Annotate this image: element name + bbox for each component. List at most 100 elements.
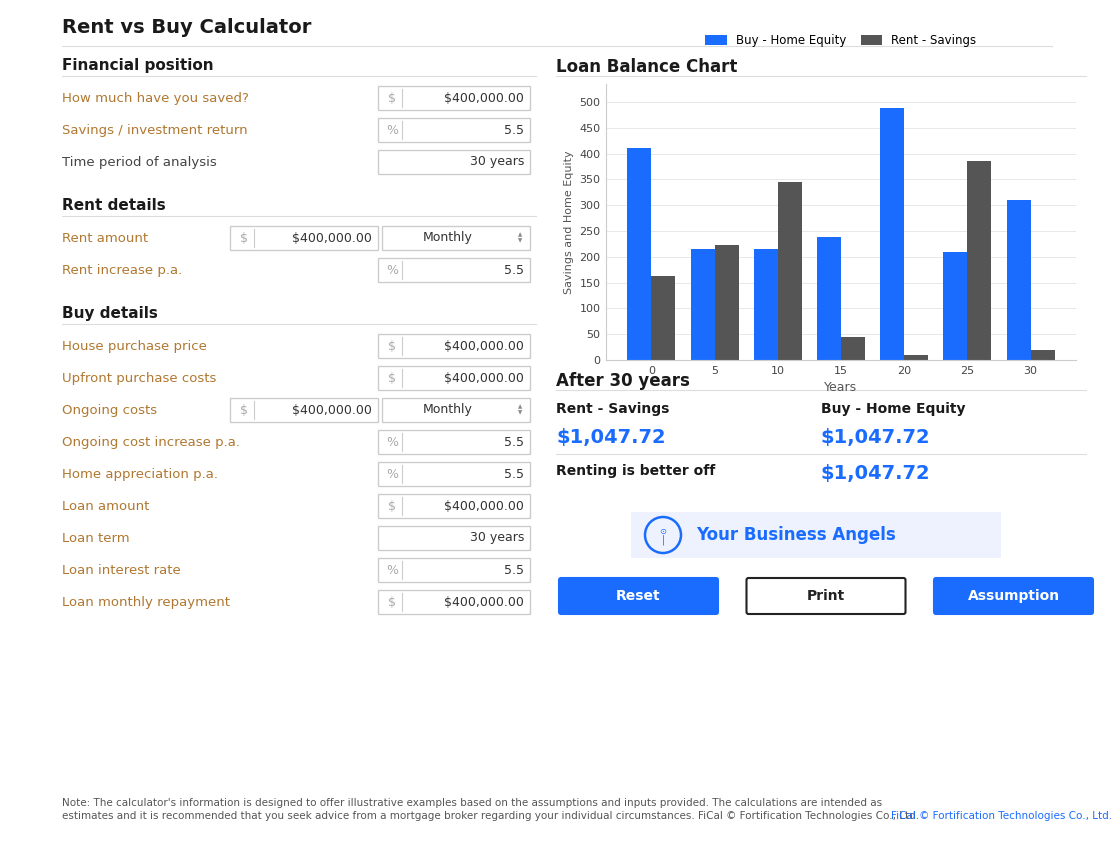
Bar	[651, 276, 676, 360]
Text: $400,000.00: $400,000.00	[292, 232, 372, 245]
Text: Rent amount: Rent amount	[62, 232, 148, 245]
Bar	[378, 462, 530, 486]
Bar	[715, 245, 739, 360]
Bar	[378, 494, 530, 518]
Text: Reset: Reset	[617, 589, 661, 603]
Bar	[1006, 200, 1031, 360]
Text: Upfront purchase costs: Upfront purchase costs	[62, 372, 216, 385]
Text: $400,000.00: $400,000.00	[444, 595, 524, 608]
Text: After 30 years: After 30 years	[556, 372, 690, 390]
Text: 5.5: 5.5	[504, 468, 524, 480]
Text: $: $	[240, 232, 248, 245]
Bar	[628, 148, 651, 360]
Text: ▼: ▼	[518, 410, 522, 415]
Text: Rent vs Buy Calculator: Rent vs Buy Calculator	[62, 18, 312, 37]
Text: Loan monthly repayment: Loan monthly repayment	[62, 596, 230, 609]
Text: Rent increase p.a.: Rent increase p.a.	[62, 264, 183, 277]
Text: Rent details: Rent details	[62, 198, 166, 213]
Text: 5.5: 5.5	[504, 564, 524, 577]
Text: Your Business Angels: Your Business Angels	[696, 526, 896, 544]
Text: $: $	[388, 499, 396, 512]
X-axis label: Years: Years	[825, 381, 857, 394]
Text: 30 years: 30 years	[470, 155, 524, 168]
Text: estimates and it is recommended that you seek advice from a mortgage broker rega: estimates and it is recommended that you…	[62, 811, 919, 821]
Text: 5.5: 5.5	[504, 263, 524, 276]
Bar	[944, 251, 967, 360]
Text: ▼: ▼	[518, 239, 522, 244]
Text: $400,000.00: $400,000.00	[444, 340, 524, 353]
Bar	[841, 337, 865, 360]
FancyBboxPatch shape	[747, 578, 906, 614]
Text: ⊙: ⊙	[660, 528, 667, 536]
Text: FiCal © Fortification Technologies Co., Ltd.: FiCal © Fortification Technologies Co., …	[892, 811, 1113, 821]
Text: Time period of analysis: Time period of analysis	[62, 156, 217, 169]
Bar	[1031, 350, 1055, 360]
Text: $400,000.00: $400,000.00	[444, 92, 524, 105]
Bar	[230, 398, 378, 422]
Text: %: %	[386, 468, 398, 480]
Text: Renting is better off: Renting is better off	[556, 464, 716, 478]
Text: $: $	[388, 92, 396, 105]
Bar	[378, 86, 530, 110]
Y-axis label: Savings and Home Equity: Savings and Home Equity	[564, 150, 574, 293]
Text: %: %	[386, 263, 398, 276]
Bar	[378, 558, 530, 582]
Text: $: $	[388, 372, 396, 384]
Text: 5.5: 5.5	[504, 124, 524, 136]
Text: $: $	[240, 403, 248, 416]
Text: How much have you saved?: How much have you saved?	[62, 92, 249, 105]
Text: %: %	[386, 436, 398, 449]
Text: Ongoing cost increase p.a.: Ongoing cost increase p.a.	[62, 436, 240, 449]
Text: Monthly: Monthly	[423, 403, 473, 416]
Text: Monthly: Monthly	[423, 232, 473, 245]
Bar	[378, 366, 530, 390]
FancyBboxPatch shape	[934, 578, 1093, 614]
Text: Savings / investment return: Savings / investment return	[62, 124, 247, 137]
Bar	[378, 526, 530, 550]
Text: $1,047.72: $1,047.72	[556, 428, 666, 447]
Bar	[378, 118, 530, 142]
Text: 30 years: 30 years	[470, 531, 524, 545]
Bar	[904, 355, 928, 360]
Bar	[382, 226, 530, 250]
Bar	[754, 249, 778, 360]
Text: |: |	[661, 535, 664, 545]
Legend: Buy - Home Equity, Rent - Savings: Buy - Home Equity, Rent - Savings	[701, 29, 982, 51]
Text: Ongoing costs: Ongoing costs	[62, 404, 157, 417]
Text: Rent - Savings: Rent - Savings	[556, 402, 669, 416]
Bar	[631, 512, 1001, 558]
Text: $400,000.00: $400,000.00	[444, 372, 524, 384]
Bar	[378, 334, 530, 358]
Bar	[382, 398, 530, 422]
Text: Assumption: Assumption	[967, 589, 1060, 603]
Bar	[880, 108, 904, 360]
FancyBboxPatch shape	[559, 578, 718, 614]
Text: %: %	[386, 124, 398, 136]
Text: Print: Print	[807, 589, 845, 603]
Text: $400,000.00: $400,000.00	[444, 499, 524, 512]
Bar	[230, 226, 378, 250]
Text: $: $	[388, 595, 396, 608]
Text: Loan interest rate: Loan interest rate	[62, 564, 180, 577]
Text: ▲: ▲	[518, 233, 522, 238]
Text: Financial position: Financial position	[62, 58, 214, 73]
Text: $400,000.00: $400,000.00	[292, 403, 372, 416]
Bar	[690, 249, 715, 360]
Bar	[378, 258, 530, 282]
Text: 5.5: 5.5	[504, 436, 524, 449]
Bar	[378, 430, 530, 454]
Bar	[817, 237, 841, 360]
Text: Loan Balance Chart: Loan Balance Chart	[556, 58, 738, 76]
Text: ▲: ▲	[518, 404, 522, 409]
Text: Buy details: Buy details	[62, 306, 158, 321]
Text: %: %	[386, 564, 398, 577]
Text: $1,047.72: $1,047.72	[821, 428, 930, 447]
Text: $1,047.72: $1,047.72	[821, 464, 930, 483]
Text: Loan amount: Loan amount	[62, 500, 149, 513]
Text: Note: The calculator's information is designed to offer illustrative examples ba: Note: The calculator's information is de…	[62, 798, 883, 808]
Text: Home appreciation p.a.: Home appreciation p.a.	[62, 468, 218, 481]
Text: $: $	[388, 340, 396, 353]
Bar	[778, 182, 801, 360]
Text: Loan term: Loan term	[62, 532, 129, 545]
Bar	[378, 150, 530, 174]
